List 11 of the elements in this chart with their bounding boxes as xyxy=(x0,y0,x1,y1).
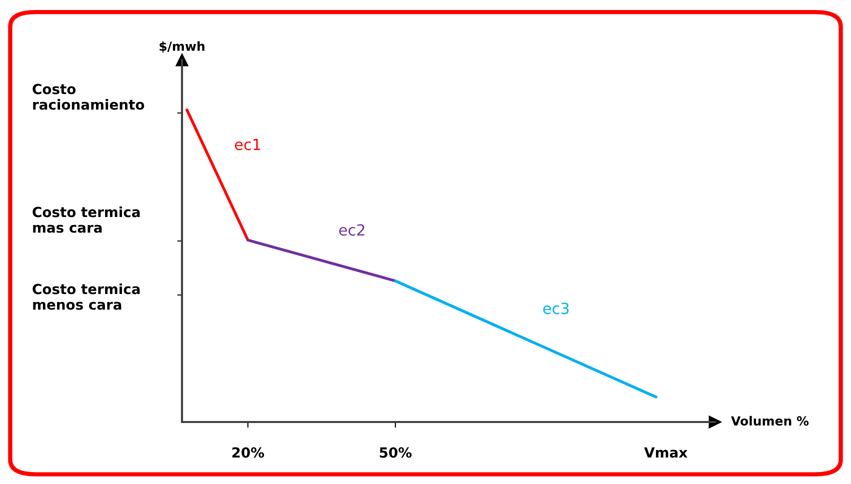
text: Costo termica menos cara xyxy=(32,284,140,310)
x-axis-title: Volumen % xyxy=(731,416,809,426)
text: Costo termica mas cara xyxy=(32,206,140,233)
x-tick-label: 20% xyxy=(232,447,264,458)
y-axis-title: $/mwh xyxy=(160,41,204,53)
x-tick-label: 50% xyxy=(380,447,412,458)
series-label: ec2 xyxy=(339,224,364,236)
series-label: ec1 xyxy=(234,138,260,150)
text: Costo racionamiento xyxy=(32,84,144,110)
x-tick-label: Vmax xyxy=(644,447,688,458)
series-label: ec3 xyxy=(543,302,569,314)
